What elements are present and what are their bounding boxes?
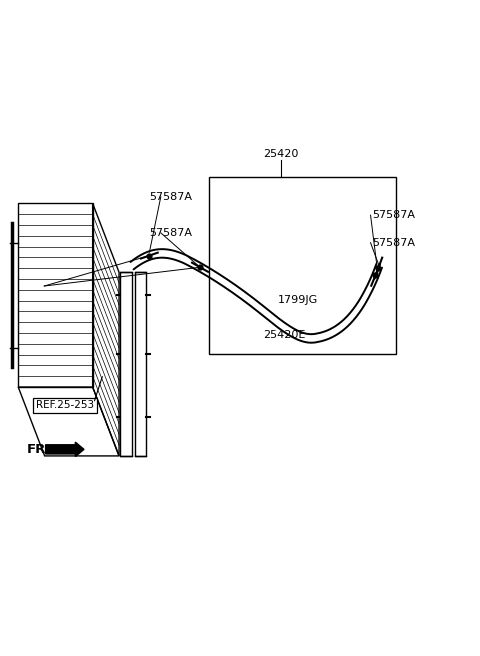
Text: 57587A: 57587A [149,228,192,238]
Text: 57587A: 57587A [372,237,415,248]
Text: 57587A: 57587A [372,210,415,220]
Text: 25420E: 25420E [263,329,305,340]
Text: FR.: FR. [26,443,51,456]
Text: 1799JG: 1799JG [277,295,318,306]
Text: 57587A: 57587A [149,192,192,202]
Text: 25420: 25420 [263,149,299,159]
Bar [209,177,396,354]
FancyArrow shape [46,442,84,457]
Text: REF.25-253: REF.25-253 [36,400,94,411]
